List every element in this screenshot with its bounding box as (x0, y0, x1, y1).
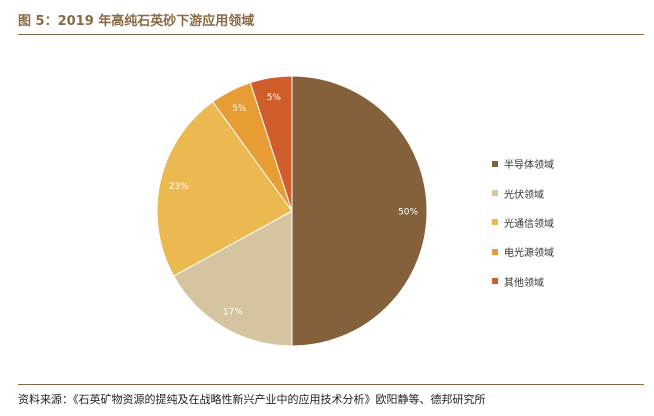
legend-item-2: 光伏领域 (492, 178, 554, 207)
slice-data-label-5: 5% (267, 93, 282, 103)
slice-data-label-1: 50% (398, 208, 418, 218)
chart-title: 图 5：2019 年高纯石英砂下游应用领域 (18, 14, 255, 29)
slice-data-label-2: 17% (223, 307, 243, 317)
legend-swatch (492, 219, 498, 226)
legend-swatch (492, 278, 498, 285)
legend-item-1: 半导体领域 (492, 149, 554, 178)
pie-slice-5 (249, 75, 293, 212)
chart-legend: 半导体领域光伏领域光通信领域电光源领域其他领域 (492, 149, 554, 296)
slice-data-label-3: 23% (169, 182, 189, 192)
slice-data-label-4: 5% (232, 104, 247, 114)
legend-label: 半导体领域 (504, 160, 554, 172)
legend-swatch (492, 190, 498, 197)
legend-label: 光通信领域 (504, 218, 554, 230)
legend-label: 光伏领域 (504, 189, 544, 201)
legend-label: 电光源领域 (504, 248, 554, 260)
source-note: 资料来源：《石英矿物资源的提纯及在战略性新兴产业中的应用技术分析》欧阳静等、德邦… (18, 393, 486, 406)
legend-item-3: 光通信领域 (492, 208, 554, 237)
pie-slice-1 (291, 75, 428, 347)
legend-label: 其他领域 (504, 277, 544, 289)
pie-slice-2 (173, 210, 293, 347)
legend-item-4: 电光源领域 (492, 237, 554, 266)
legend-swatch (492, 160, 498, 167)
title-divider (18, 34, 644, 35)
legend-swatch (492, 248, 498, 255)
pie-slice-3 (156, 101, 293, 277)
footer-divider (18, 384, 644, 385)
legend-item-5: 其他领域 (492, 267, 554, 296)
